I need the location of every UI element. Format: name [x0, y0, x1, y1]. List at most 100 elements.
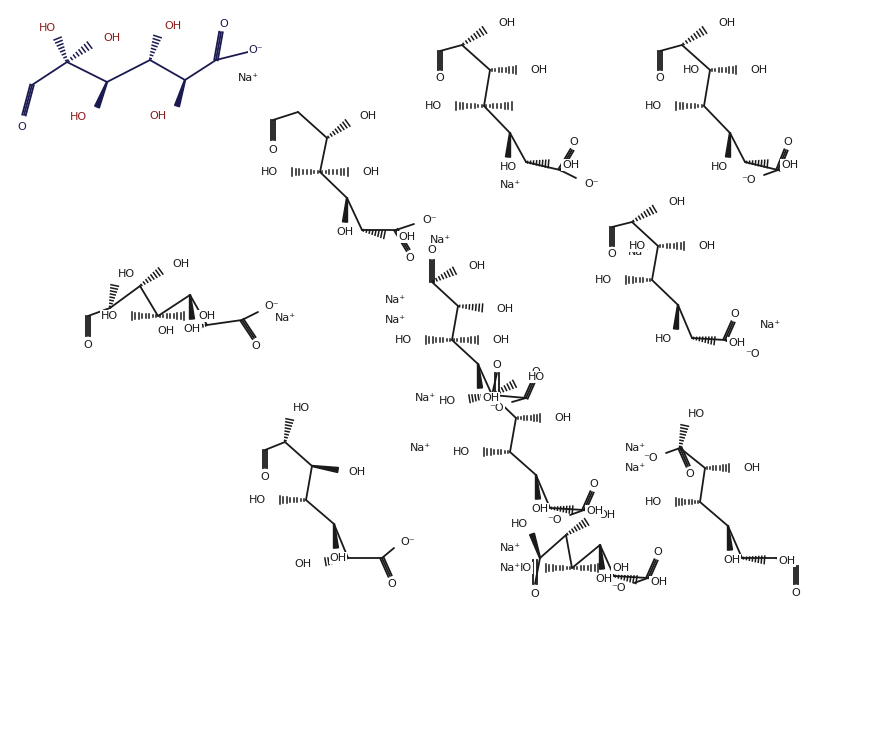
Text: OH: OH [727, 338, 745, 348]
Text: OH: OH [722, 555, 739, 565]
Text: HO: HO [628, 241, 645, 251]
Text: OH: OH [336, 227, 353, 237]
Text: OH: OH [561, 160, 578, 170]
Text: HO: HO [510, 519, 527, 529]
Polygon shape [190, 295, 194, 319]
Text: Na⁺: Na⁺ [499, 180, 520, 190]
Text: OH: OH [164, 21, 181, 31]
Text: OH: OH [611, 563, 628, 573]
Text: HO: HO [645, 497, 662, 507]
Text: OH: OH [492, 335, 509, 345]
Text: HO: HO [654, 334, 671, 344]
Text: OH: OH [586, 506, 603, 516]
Text: HO: HO [101, 311, 118, 321]
Text: OH: OH [597, 510, 614, 520]
Polygon shape [535, 475, 540, 499]
Text: HO: HO [438, 396, 455, 406]
Text: OH: OH [595, 574, 611, 584]
Text: OH: OH [497, 18, 515, 28]
Text: O⁻: O⁻ [400, 537, 414, 547]
Text: OH: OH [697, 241, 714, 251]
Polygon shape [529, 533, 540, 558]
Text: OH: OH [495, 304, 512, 314]
Text: ⁻O: ⁻O [643, 453, 657, 463]
Text: HO: HO [710, 162, 727, 172]
Text: OH: OH [468, 261, 485, 271]
Text: HO: HO [499, 162, 516, 172]
Text: HO: HO [682, 65, 699, 75]
Text: O⁻: O⁻ [584, 179, 598, 189]
Text: OH: OH [157, 326, 175, 336]
Text: O: O [83, 340, 92, 350]
Text: OH: OH [553, 413, 570, 423]
Text: Na⁺: Na⁺ [384, 295, 405, 305]
Text: OH: OH [358, 111, 375, 121]
Text: OH: OH [103, 33, 120, 43]
Text: OH: OH [294, 559, 312, 569]
Text: ⁻O: ⁻O [547, 515, 561, 525]
Text: OH: OH [183, 324, 200, 334]
Text: O⁻: O⁻ [264, 301, 278, 311]
Polygon shape [727, 526, 731, 551]
Polygon shape [477, 364, 482, 388]
Text: HO: HO [514, 563, 531, 573]
Text: O: O [387, 579, 396, 589]
Text: OH: OH [482, 393, 499, 403]
Polygon shape [599, 545, 603, 569]
Text: O: O [730, 309, 738, 319]
Text: O⁻: O⁻ [422, 215, 436, 225]
Text: OH: OH [329, 553, 346, 563]
Text: O: O [685, 469, 694, 479]
Text: Na⁺: Na⁺ [429, 235, 450, 245]
Text: HO: HO [645, 101, 662, 111]
Text: Na⁺: Na⁺ [274, 313, 295, 323]
Text: ⁻O: ⁻O [489, 403, 503, 413]
Text: O: O [427, 245, 436, 255]
Text: HO: HO [249, 495, 266, 505]
Text: O: O [435, 73, 444, 83]
Text: ⁻O: ⁻O [744, 349, 759, 359]
Polygon shape [95, 82, 107, 108]
Text: OH: OH [398, 232, 415, 242]
Text: O: O [260, 472, 269, 482]
Text: OH: OH [198, 311, 215, 321]
Text: OH: OH [749, 65, 766, 75]
Text: ⁻O: ⁻O [611, 583, 625, 593]
Text: Na⁺: Na⁺ [499, 543, 520, 553]
Text: O: O [531, 367, 540, 377]
Text: O: O [790, 588, 799, 598]
Text: O: O [219, 19, 228, 29]
Text: HO: HO [595, 275, 611, 285]
Text: HO: HO [118, 269, 135, 279]
Text: O: O [653, 547, 662, 557]
Text: OH: OH [529, 65, 546, 75]
Polygon shape [505, 133, 510, 157]
Polygon shape [312, 465, 338, 473]
Text: OH: OH [361, 167, 379, 177]
Text: HO: HO [70, 112, 87, 122]
Text: Na⁺: Na⁺ [627, 247, 648, 257]
Text: OH: OH [348, 467, 365, 477]
Text: Na⁺: Na⁺ [759, 320, 780, 330]
Text: OH: OH [777, 556, 794, 566]
Text: O: O [530, 589, 539, 599]
Text: OH: OH [172, 259, 189, 269]
Text: HO: HO [687, 409, 704, 419]
Text: O: O [492, 360, 501, 370]
Text: Na⁺: Na⁺ [624, 443, 645, 453]
Polygon shape [174, 80, 185, 107]
Text: Na⁺: Na⁺ [499, 563, 520, 573]
Text: O: O [405, 253, 414, 263]
Text: OH: OH [667, 197, 685, 207]
Text: Na⁺: Na⁺ [624, 463, 645, 473]
Text: OH: OH [649, 577, 666, 587]
Text: Na⁺: Na⁺ [409, 443, 430, 453]
Text: HO: HO [527, 372, 544, 382]
Polygon shape [333, 524, 338, 548]
Text: OH: OH [717, 18, 734, 28]
Text: HO: HO [452, 447, 469, 457]
Text: HO: HO [425, 101, 442, 111]
Text: O: O [655, 73, 663, 83]
Text: OH: OH [149, 111, 167, 121]
Text: HO: HO [260, 167, 278, 177]
